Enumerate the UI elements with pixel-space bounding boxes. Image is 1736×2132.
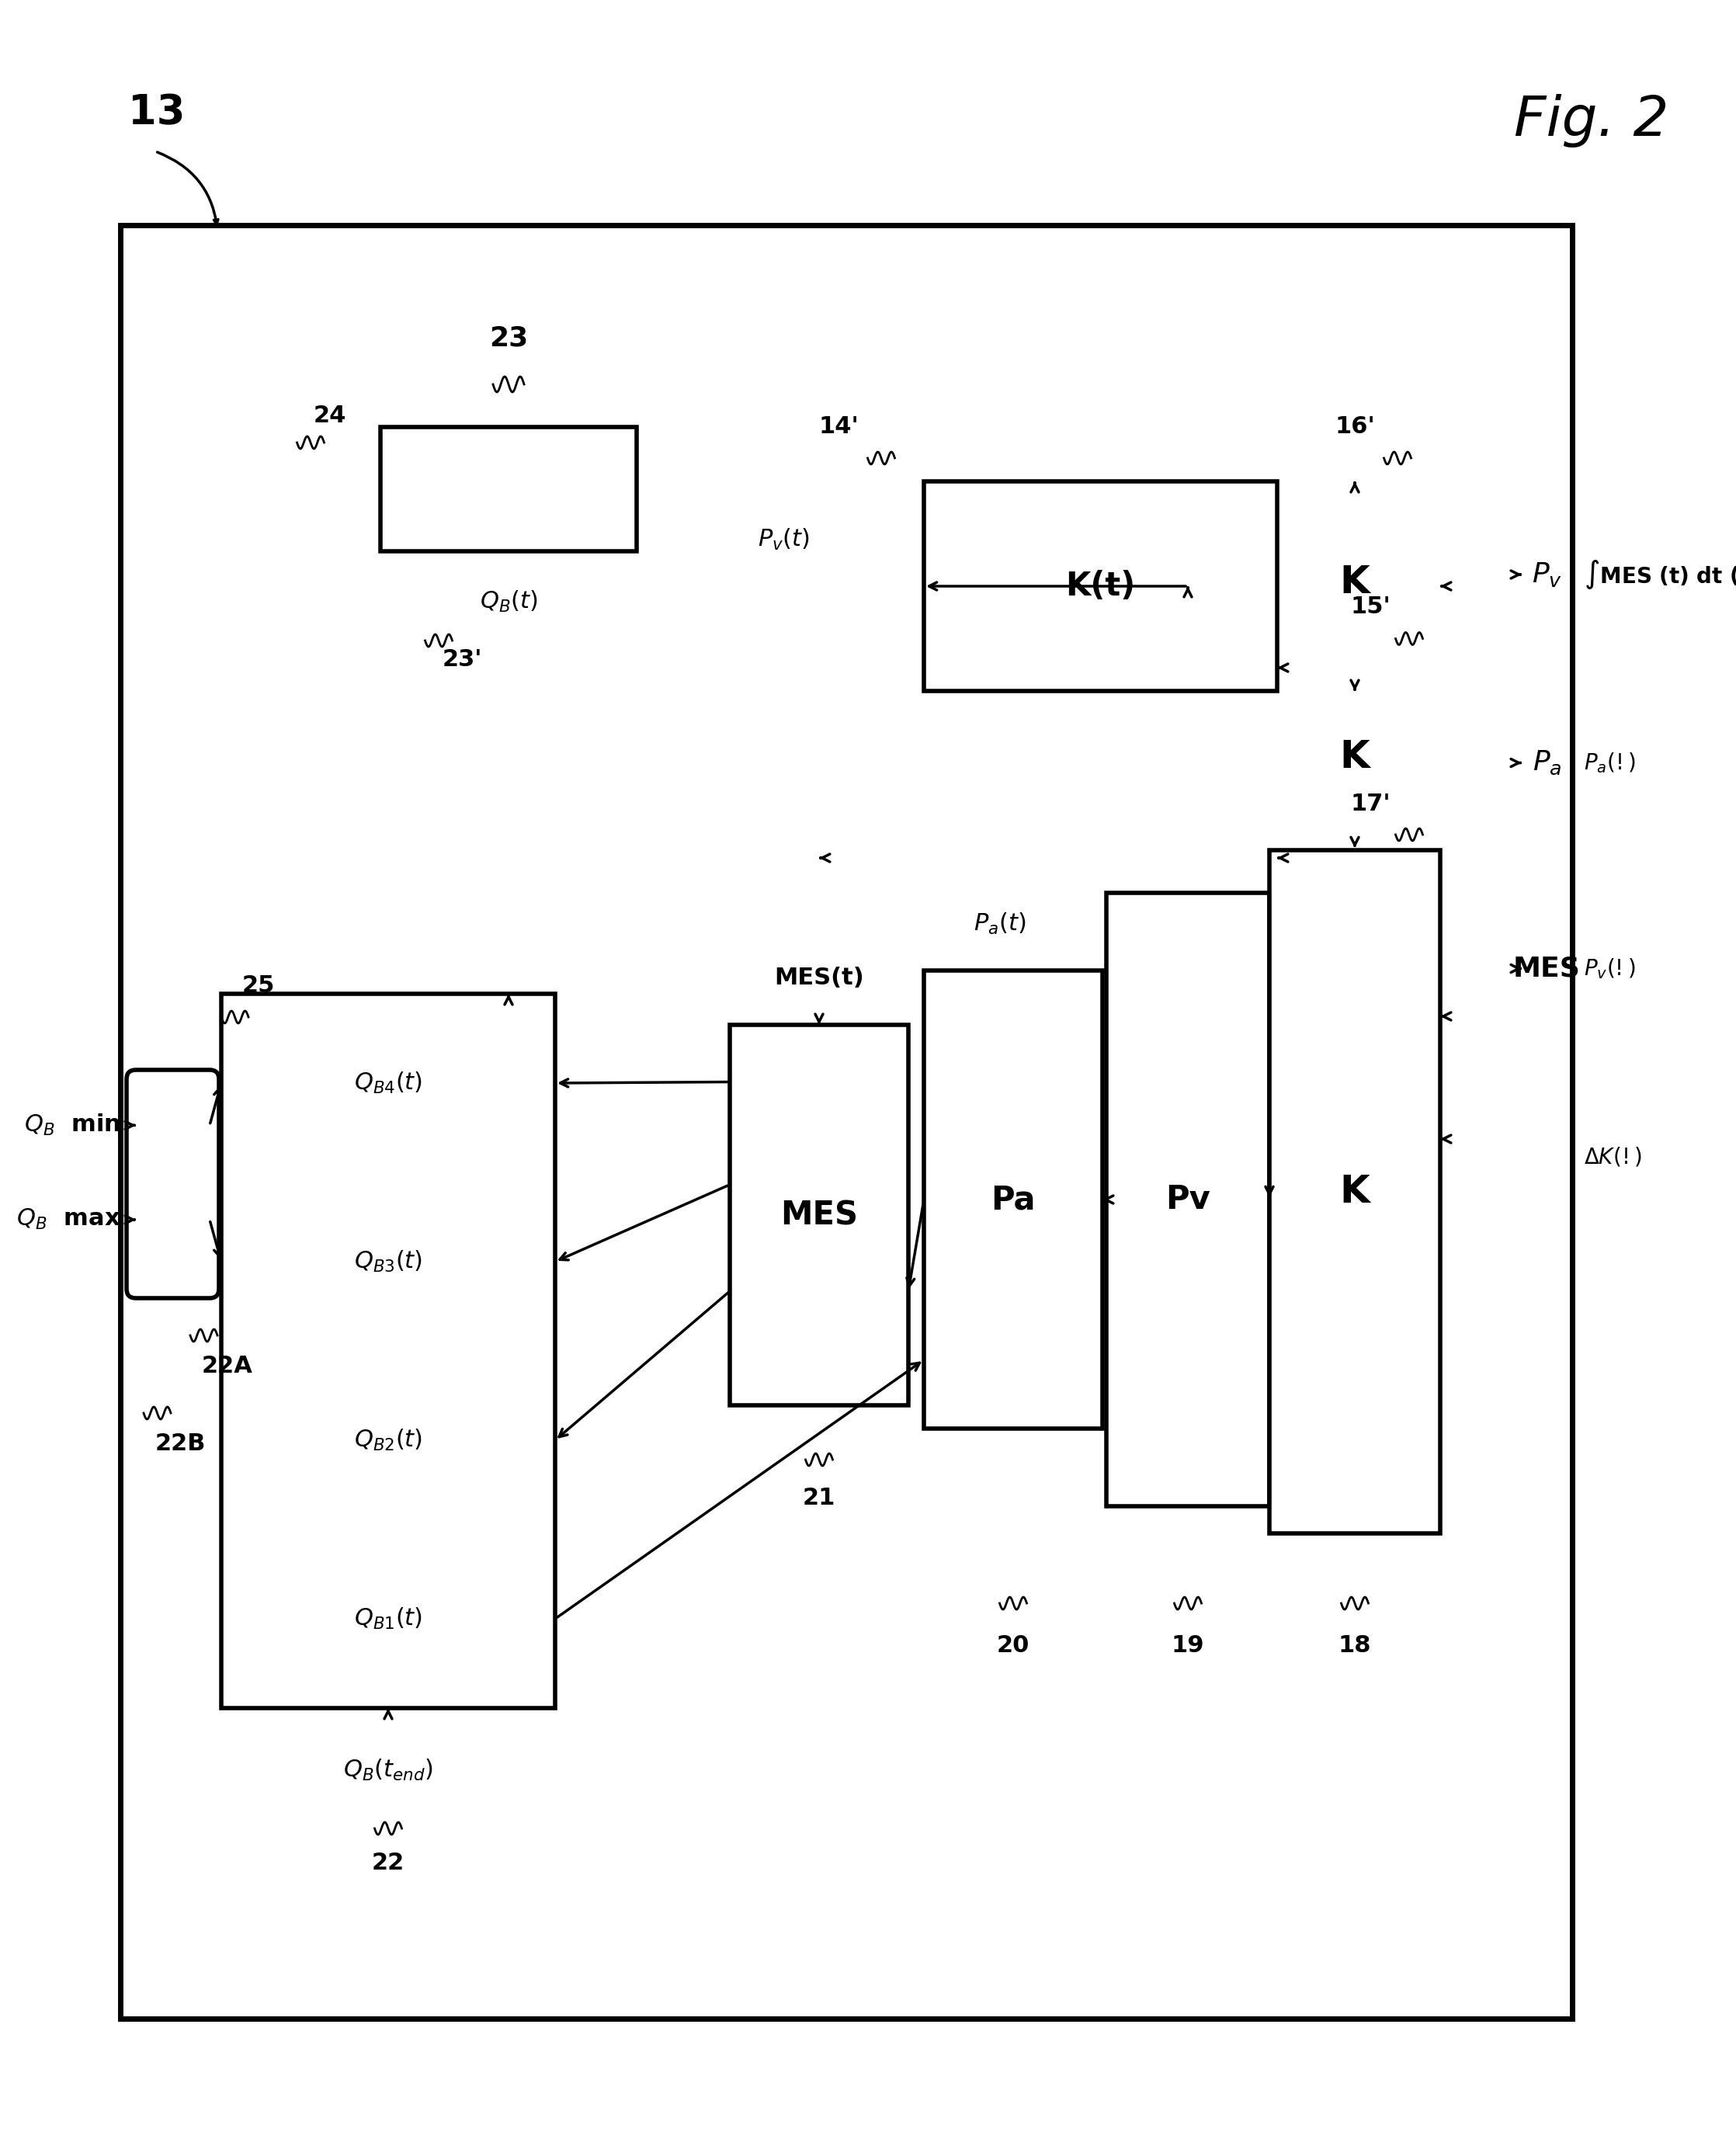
Text: $Q_B$  min: $Q_B$ min bbox=[24, 1113, 120, 1138]
Text: MES: MES bbox=[779, 1198, 858, 1232]
Text: Fig. 2: Fig. 2 bbox=[1514, 94, 1670, 147]
Text: 23': 23' bbox=[443, 648, 483, 672]
Text: 20: 20 bbox=[996, 1635, 1029, 1657]
Bar bbox=[120, 226, 1573, 2019]
Text: $Q_{B3}(t)$: $Q_{B3}(t)$ bbox=[354, 1249, 422, 1275]
Text: 16': 16' bbox=[1335, 416, 1375, 439]
Bar bbox=[380, 426, 637, 552]
Text: $Q_{B2}(t)$: $Q_{B2}(t)$ bbox=[354, 1428, 422, 1452]
Text: $Q_{B1}(t)$: $Q_{B1}(t)$ bbox=[354, 1605, 422, 1631]
FancyBboxPatch shape bbox=[127, 1070, 219, 1298]
Text: 23: 23 bbox=[490, 324, 528, 352]
Text: $P_a$: $P_a$ bbox=[1533, 748, 1562, 776]
Text: 22A: 22A bbox=[201, 1356, 253, 1377]
Text: 13: 13 bbox=[128, 92, 186, 132]
Bar bbox=[729, 1025, 908, 1405]
Text: K: K bbox=[1340, 1173, 1370, 1211]
Text: $Q_B(t)$: $Q_B(t)$ bbox=[479, 588, 538, 614]
Text: MES(t): MES(t) bbox=[774, 968, 865, 989]
Text: K: K bbox=[1340, 563, 1370, 601]
Text: 22B: 22B bbox=[155, 1433, 207, 1456]
Text: 24: 24 bbox=[314, 405, 347, 426]
Text: $P_a(!)$: $P_a(!)$ bbox=[1583, 750, 1635, 774]
Text: $P_v$: $P_v$ bbox=[1531, 561, 1562, 588]
Text: 14': 14' bbox=[818, 416, 859, 439]
Text: $Q_B$  max: $Q_B$ max bbox=[16, 1207, 120, 1232]
Text: $\int$MES (t) dt (!): $\int$MES (t) dt (!) bbox=[1583, 559, 1736, 591]
Text: 17': 17' bbox=[1351, 793, 1391, 814]
Text: $P_v(!)$: $P_v(!)$ bbox=[1583, 957, 1635, 981]
Text: 15': 15' bbox=[1351, 595, 1391, 618]
Text: 18: 18 bbox=[1338, 1635, 1371, 1657]
Text: Pa: Pa bbox=[991, 1183, 1035, 1215]
Text: 22: 22 bbox=[372, 1853, 404, 1874]
Text: $Q_B(t_{end})$: $Q_B(t_{end})$ bbox=[344, 1757, 432, 1782]
Bar bbox=[924, 970, 1102, 1428]
Text: $P_v(t)$: $P_v(t)$ bbox=[759, 527, 811, 552]
Text: $Q_{B4}(t)$: $Q_{B4}(t)$ bbox=[354, 1070, 422, 1096]
Text: $\Delta K(!)$: $\Delta K(!)$ bbox=[1583, 1145, 1642, 1168]
Text: $P_a(t)$: $P_a(t)$ bbox=[974, 912, 1026, 936]
Text: MES: MES bbox=[1514, 955, 1581, 981]
Text: 21: 21 bbox=[802, 1488, 835, 1509]
Text: Pv: Pv bbox=[1165, 1183, 1210, 1215]
Bar bbox=[924, 482, 1278, 691]
Bar bbox=[1269, 851, 1441, 1533]
Text: K(t): K(t) bbox=[1066, 569, 1135, 603]
Text: 25: 25 bbox=[241, 974, 274, 998]
Text: 19: 19 bbox=[1172, 1635, 1205, 1657]
Text: K: K bbox=[1340, 738, 1370, 776]
Bar bbox=[220, 994, 556, 1708]
Bar bbox=[1106, 893, 1269, 1505]
